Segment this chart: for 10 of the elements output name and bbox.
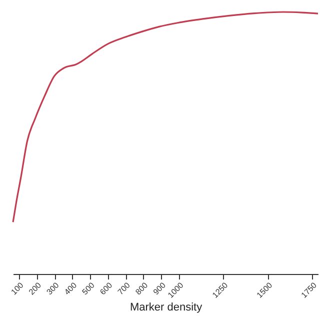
x-tick-label: 900 [152,280,168,297]
x-tick-label: 300 [44,280,62,297]
x-tick-label: 500 [80,280,97,297]
x-tick-label: 400 [62,280,79,297]
x-tick-label: 600 [98,280,114,297]
x-tick-label: 100 [9,280,26,297]
x-tick-label: 700 [116,280,132,297]
x-tick-label: 200 [27,280,44,297]
x-tick-label: 800 [134,280,150,297]
x-axis-title: Marker density [130,302,203,314]
